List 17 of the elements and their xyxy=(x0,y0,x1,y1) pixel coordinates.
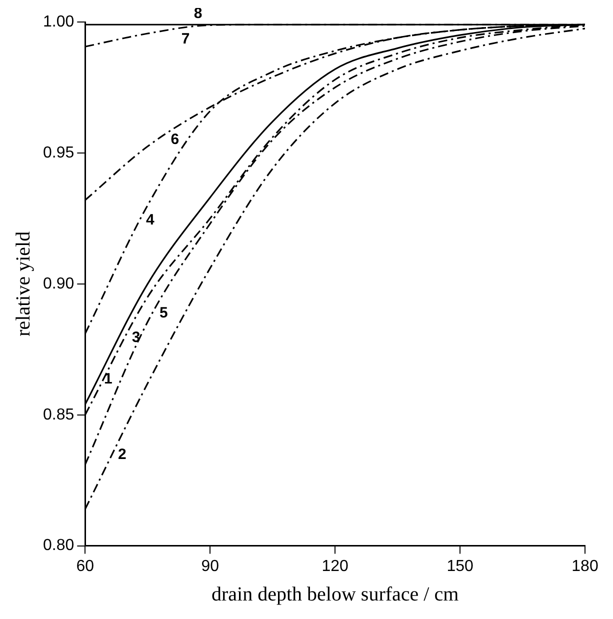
series-label: 6 xyxy=(170,131,180,148)
x-tick-label: 60 xyxy=(76,558,94,575)
y-tick-label: 1.00 xyxy=(43,13,74,30)
series-label: 7 xyxy=(181,30,190,48)
x-axis-title: drain depth below surface / cm xyxy=(212,583,460,606)
y-tick-label: 0.95 xyxy=(43,144,74,162)
series-label: 2 xyxy=(118,446,126,463)
x-tick-label: 150 xyxy=(446,558,474,575)
x-tick-label: 90 xyxy=(201,558,220,575)
y-axis-title: relative yield xyxy=(12,231,34,336)
y-tick-label: 0.80 xyxy=(43,537,74,554)
x-tick-label: 120 xyxy=(322,558,349,575)
y-tick-label: 0.90 xyxy=(43,275,74,292)
series-label: 5 xyxy=(160,304,168,322)
series-label: 4 xyxy=(146,212,156,229)
y-tick-label: 0.85 xyxy=(43,406,74,424)
x-tick-label: 180 xyxy=(572,558,598,575)
